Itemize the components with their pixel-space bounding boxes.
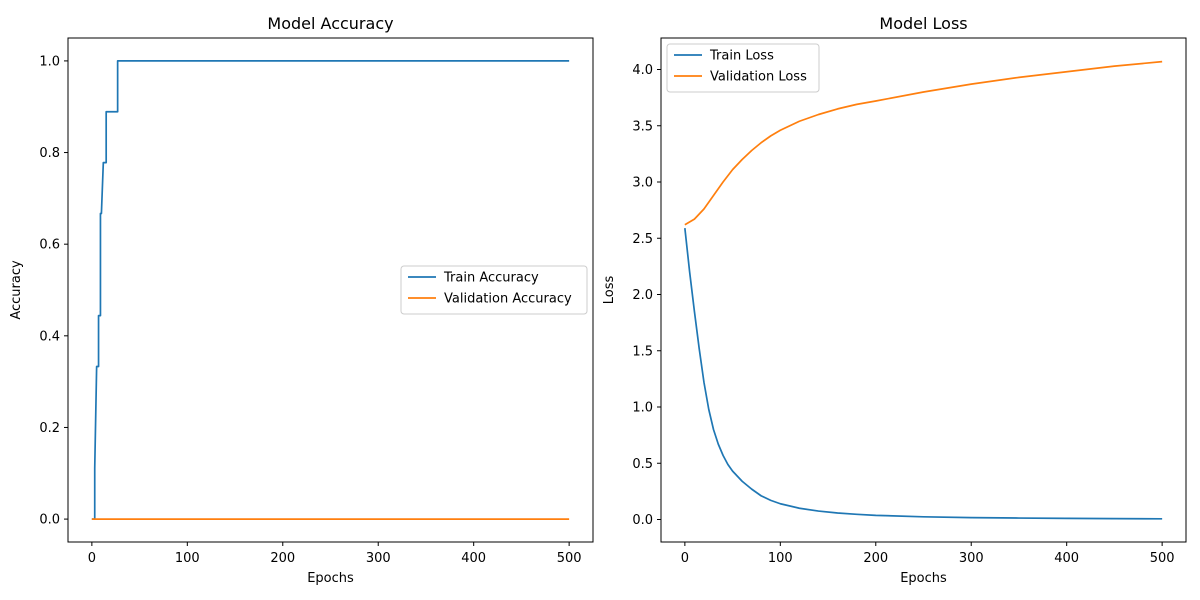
- legend-box: [400, 265, 588, 315]
- x-axis-label: Epochs: [900, 571, 947, 586]
- x-tick-label: 100: [768, 551, 793, 566]
- x-tick-label: 0: [681, 551, 689, 566]
- y-tick-label: 0.0: [39, 513, 60, 528]
- y-tick-label: 1.0: [39, 54, 60, 69]
- y-tick-label: 2.5: [632, 232, 653, 247]
- chart-title: Model Accuracy: [267, 14, 393, 33]
- y-tick-label: 0.8: [39, 146, 60, 161]
- y-tick-label: 1.0: [632, 401, 653, 416]
- x-tick-label: 100: [175, 551, 200, 566]
- legend-label: Train Loss: [709, 49, 774, 64]
- axes-frame: [660, 37, 1187, 543]
- y-tick-label: 4.0: [632, 63, 653, 78]
- legend-box: [666, 43, 820, 93]
- y-tick-label: 0.2: [39, 421, 60, 436]
- series-line-train-accuracy: [91, 60, 570, 520]
- x-tick-label: 200: [270, 551, 295, 566]
- y-tick-label: 2.0: [632, 288, 653, 303]
- x-tick-label: 300: [366, 551, 391, 566]
- legend-label: Validation Accuracy: [444, 292, 572, 307]
- x-axis-label: Epochs: [307, 571, 354, 586]
- legend: Train Accuracy Validation Accuracy: [400, 265, 588, 315]
- y-tick-label: 0.5: [632, 457, 653, 472]
- x-tick-label: 400: [461, 551, 486, 566]
- x-tick-label: 0: [88, 551, 96, 566]
- axes-frame: [67, 37, 594, 543]
- legend-label: Train Accuracy: [443, 271, 539, 286]
- y-tick-label: 0.4: [39, 329, 60, 344]
- y-axis-label: Accuracy: [9, 260, 24, 320]
- chart-title: Model Loss: [879, 14, 967, 33]
- y-tick-label: 3.0: [632, 176, 653, 191]
- chart-panel-1: 0 100 200 300 400 500 0.0 0.2 0.4 0.6 0.8 1.0 Model …: [9, 14, 594, 586]
- y-axis-label: Loss: [602, 276, 617, 305]
- x-tick-label: 400: [1054, 551, 1079, 566]
- y-tick-label: 0.0: [632, 513, 653, 528]
- legend-label: Validation Loss: [710, 70, 807, 85]
- y-tick-label: 0.6: [39, 238, 60, 253]
- y-tick-label: 3.5: [632, 119, 653, 134]
- x-tick-label: 200: [863, 551, 888, 566]
- x-tick-label: 500: [557, 551, 582, 566]
- series-line-validation-loss: [684, 60, 1163, 226]
- chart-panel-2: 0 100 200 300 400 500 0.0 0.5 1.0 1.5 2.0 2.5 3.0 3.5…: [602, 14, 1187, 586]
- series-line-train-loss: [684, 228, 1163, 520]
- x-tick-label: 500: [1150, 551, 1175, 566]
- legend: Train Loss Validation Loss: [666, 43, 820, 93]
- y-tick-label: 1.5: [632, 344, 653, 359]
- x-tick-label: 300: [959, 551, 984, 566]
